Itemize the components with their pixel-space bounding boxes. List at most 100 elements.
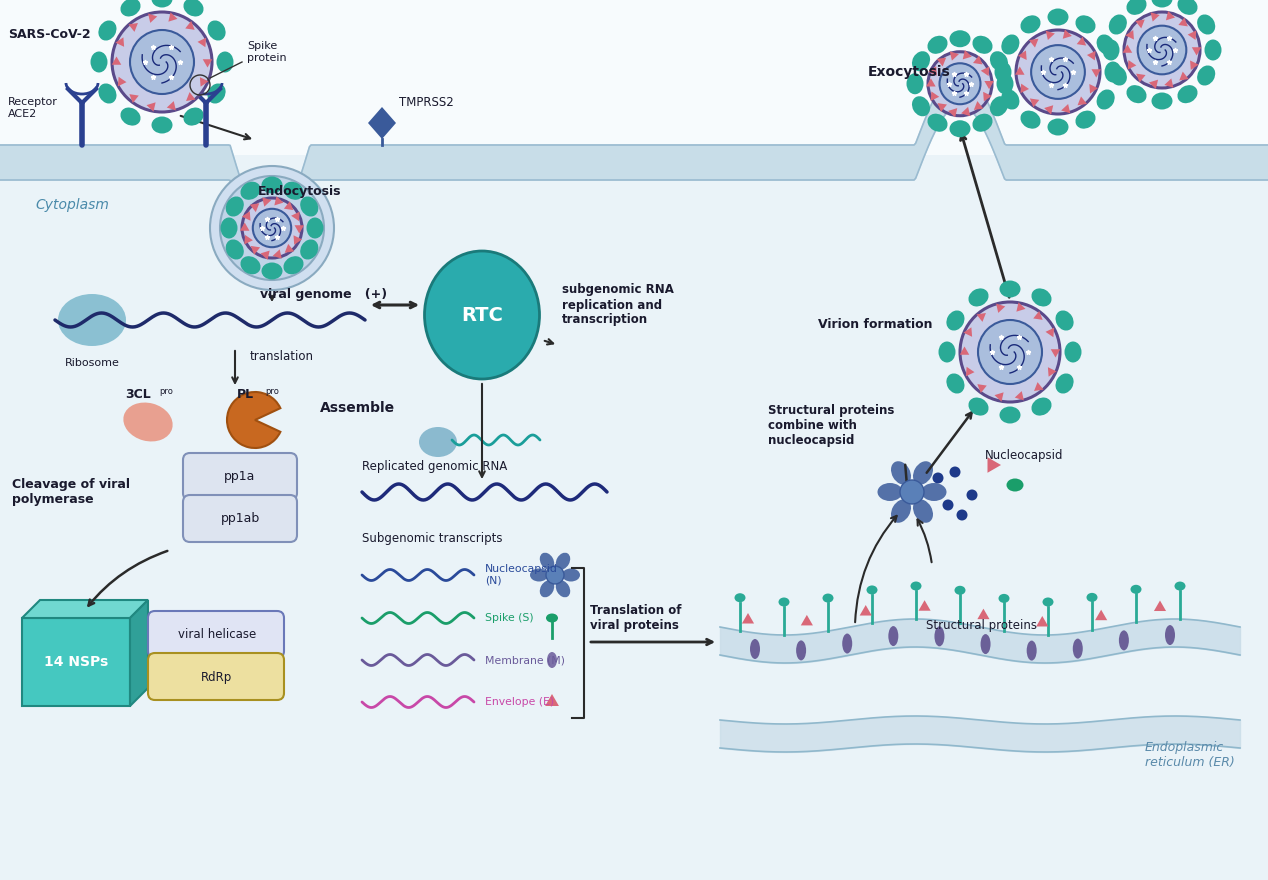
Text: Nucleocapsid
(N): Nucleocapsid (N) — [484, 564, 558, 586]
Circle shape — [112, 12, 212, 112]
Ellipse shape — [1027, 641, 1037, 661]
Ellipse shape — [120, 107, 141, 126]
Ellipse shape — [927, 114, 947, 132]
Ellipse shape — [969, 398, 989, 415]
Circle shape — [966, 489, 978, 501]
Ellipse shape — [1126, 85, 1146, 103]
Ellipse shape — [184, 0, 204, 17]
Ellipse shape — [1031, 289, 1051, 306]
Ellipse shape — [261, 262, 283, 280]
Circle shape — [1031, 45, 1085, 99]
Circle shape — [940, 63, 980, 104]
Ellipse shape — [990, 51, 1008, 71]
Polygon shape — [131, 600, 148, 706]
Ellipse shape — [99, 84, 117, 104]
Text: pp1a: pp1a — [224, 470, 256, 483]
Ellipse shape — [912, 51, 929, 71]
Ellipse shape — [547, 613, 558, 622]
Ellipse shape — [1151, 0, 1173, 8]
Text: Spike
protein: Spike protein — [247, 41, 287, 62]
Ellipse shape — [796, 641, 806, 660]
Ellipse shape — [261, 177, 283, 194]
Text: TMPRSS2: TMPRSS2 — [399, 96, 454, 108]
Ellipse shape — [1031, 398, 1051, 415]
Ellipse shape — [1087, 593, 1098, 602]
Ellipse shape — [1002, 34, 1019, 55]
Text: Replicated genomic RNA: Replicated genomic RNA — [361, 460, 507, 473]
Text: PL: PL — [237, 388, 254, 401]
Ellipse shape — [990, 96, 1008, 116]
Text: Membrane (M): Membrane (M) — [484, 655, 566, 665]
Ellipse shape — [994, 62, 1012, 83]
Circle shape — [900, 480, 924, 504]
Text: viral helicase: viral helicase — [178, 628, 256, 642]
Ellipse shape — [1097, 34, 1115, 55]
Wedge shape — [227, 392, 280, 448]
Text: Structural proteins
combine with
nucleocapsid: Structural proteins combine with nucleoc… — [768, 404, 894, 446]
Ellipse shape — [1126, 0, 1146, 15]
Ellipse shape — [1065, 341, 1082, 363]
Ellipse shape — [1205, 40, 1221, 61]
Ellipse shape — [1055, 311, 1074, 331]
Ellipse shape — [891, 461, 910, 485]
Ellipse shape — [955, 586, 965, 595]
Ellipse shape — [99, 20, 117, 40]
FancyBboxPatch shape — [183, 495, 297, 542]
Ellipse shape — [913, 461, 933, 485]
Circle shape — [221, 176, 325, 280]
Ellipse shape — [910, 582, 922, 590]
Ellipse shape — [1131, 585, 1141, 594]
Ellipse shape — [1165, 625, 1175, 645]
Ellipse shape — [1197, 14, 1215, 34]
Polygon shape — [22, 600, 148, 618]
Ellipse shape — [1108, 65, 1127, 85]
Ellipse shape — [151, 0, 172, 8]
Ellipse shape — [922, 483, 946, 501]
Ellipse shape — [284, 181, 303, 200]
Ellipse shape — [1178, 0, 1197, 15]
FancyBboxPatch shape — [148, 611, 284, 658]
Ellipse shape — [938, 341, 956, 363]
Ellipse shape — [1021, 111, 1041, 128]
Ellipse shape — [1073, 639, 1083, 658]
Ellipse shape — [1021, 15, 1041, 33]
Circle shape — [978, 320, 1042, 384]
Ellipse shape — [946, 373, 965, 393]
Text: Exocytosis: Exocytosis — [869, 65, 951, 79]
Ellipse shape — [912, 96, 929, 116]
Ellipse shape — [999, 281, 1021, 297]
Ellipse shape — [946, 311, 965, 331]
Ellipse shape — [123, 402, 172, 442]
Circle shape — [1123, 12, 1200, 88]
Ellipse shape — [877, 483, 903, 501]
Ellipse shape — [980, 634, 990, 654]
Ellipse shape — [208, 84, 226, 104]
Text: RdRp: RdRp — [202, 671, 232, 684]
Ellipse shape — [1075, 15, 1096, 33]
Circle shape — [960, 302, 1060, 402]
Ellipse shape — [284, 256, 303, 275]
Ellipse shape — [1178, 85, 1197, 103]
FancyBboxPatch shape — [183, 453, 297, 500]
Ellipse shape — [1104, 62, 1121, 83]
Text: Cytoplasm: Cytoplasm — [36, 198, 109, 212]
Ellipse shape — [226, 196, 243, 216]
Polygon shape — [22, 618, 131, 706]
Text: Ribosome: Ribosome — [65, 358, 119, 368]
Text: Structural proteins: Structural proteins — [927, 619, 1037, 632]
Ellipse shape — [927, 36, 947, 54]
Ellipse shape — [823, 593, 833, 603]
Ellipse shape — [842, 634, 852, 654]
Ellipse shape — [1118, 630, 1129, 650]
Text: viral genome   (+): viral genome (+) — [260, 288, 387, 301]
Text: 14 NSPs: 14 NSPs — [44, 655, 108, 669]
Text: Endocytosis: Endocytosis — [259, 185, 342, 198]
Text: Nucleocapsid: Nucleocapsid — [985, 449, 1064, 461]
Circle shape — [932, 473, 943, 483]
Circle shape — [242, 198, 302, 258]
Ellipse shape — [1075, 111, 1096, 128]
Ellipse shape — [1042, 598, 1054, 606]
Ellipse shape — [997, 73, 1013, 94]
Circle shape — [210, 166, 333, 290]
Ellipse shape — [555, 581, 571, 598]
